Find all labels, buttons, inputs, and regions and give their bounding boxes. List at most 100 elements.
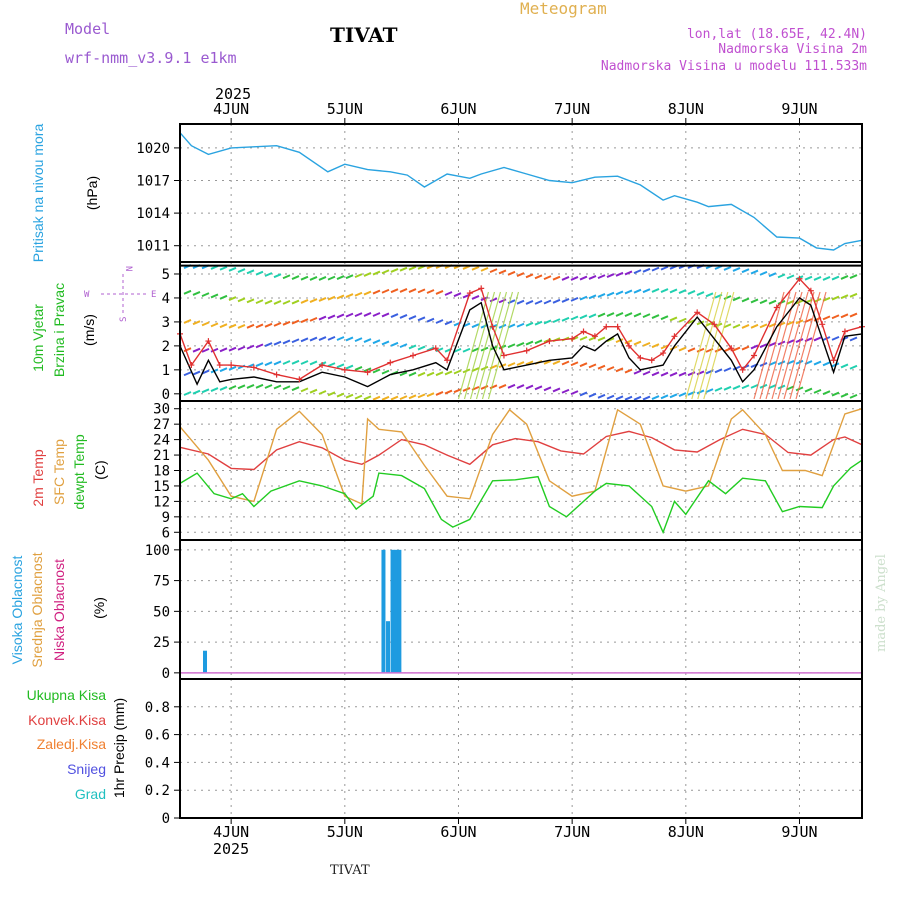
- wind-barb: [579, 275, 588, 281]
- wind-barb: [318, 276, 327, 281]
- top-time-axis: 2025 4JUN 5JUN 6JUN 7JUN 8JUN 9JUN: [213, 85, 818, 124]
- wind-barb: [192, 347, 201, 353]
- wind-barb: [588, 294, 597, 300]
- wind-barb: [300, 337, 309, 343]
- wind-barb: [813, 336, 822, 342]
- wind-barb: [516, 272, 525, 278]
- wind-barb: [318, 315, 327, 321]
- wind-barb: [651, 314, 660, 319]
- gust-marker: [523, 347, 530, 354]
- station-title: TIVAT: [330, 23, 398, 47]
- gust-marker: [751, 352, 758, 359]
- elevation-label: Nadmorska Visina 2m: [718, 42, 867, 57]
- mid-cloud-title: Srednja Oblacnost: [29, 552, 45, 667]
- wind-barb: [759, 343, 768, 349]
- top-date-label: 7JUN: [554, 100, 590, 118]
- y-tick-label: 5: [162, 267, 170, 283]
- y-tick-label: 24: [153, 433, 170, 449]
- sfctemp-title: SFC Temp: [51, 439, 67, 505]
- wind-barb: [435, 390, 444, 396]
- wind-barb: [525, 384, 534, 390]
- wind-barb: [183, 347, 192, 353]
- wind-barb: [606, 366, 615, 371]
- wind-barb: [507, 383, 516, 389]
- wind-barb: [219, 323, 228, 329]
- y-tick-label: 4: [162, 291, 170, 307]
- wind-barb: [579, 362, 588, 368]
- gust-marker: [728, 345, 735, 352]
- wind-barb: [210, 347, 219, 353]
- gust-marker: [319, 362, 326, 369]
- wind-barb: [237, 297, 246, 303]
- wind-barb: [399, 288, 408, 293]
- bottom-date-label: 7JUN: [554, 823, 590, 841]
- wind-barb: [759, 270, 768, 276]
- gust-marker: [500, 352, 507, 359]
- wind-barb: [390, 341, 399, 347]
- y-tick-label: 1011: [136, 239, 170, 255]
- compass-rose: N W E S: [84, 266, 156, 322]
- wind-barb: [615, 290, 624, 296]
- wind-barb: [327, 295, 336, 301]
- wind-barb: [660, 371, 669, 377]
- wind-hatch: [765, 291, 797, 400]
- wind-barb: [255, 299, 264, 305]
- wind-barb: [651, 288, 660, 293]
- wind-barb: [390, 268, 399, 273]
- watermark: made by Angel: [874, 554, 889, 652]
- wind-barb: [309, 298, 318, 303]
- wind-barb: [561, 316, 570, 322]
- wind-barb: [246, 323, 255, 329]
- temp-unit: (C): [92, 460, 108, 479]
- wind-barb: [624, 312, 633, 317]
- wind-barb: [597, 393, 606, 399]
- wind-barb: [309, 360, 318, 366]
- gust-marker: [387, 359, 394, 366]
- y-tick-label: 21: [153, 448, 170, 464]
- wind-barb: [660, 344, 669, 350]
- panel-frame: [179, 678, 863, 819]
- footer-station: TIVAT: [330, 863, 370, 878]
- bottom-date-label: 4JUN: [213, 823, 249, 841]
- wind-barb: [507, 362, 516, 367]
- wind-barb: [633, 269, 642, 275]
- wind-barb: [543, 319, 552, 325]
- gust-marker: [580, 328, 587, 335]
- wind-barb: [309, 276, 318, 281]
- wind-barb: [273, 273, 282, 279]
- y-tick-label: 3: [162, 315, 170, 331]
- wind-barb: [516, 342, 525, 347]
- wind-barb: [579, 391, 588, 397]
- wind-barb: [840, 392, 849, 398]
- wind-barb: [228, 385, 237, 390]
- wind-barb: [651, 266, 660, 272]
- wind-barb: [723, 323, 732, 329]
- gust-marker: [250, 364, 257, 371]
- wind-barb: [426, 317, 435, 323]
- wind-barb: [831, 391, 840, 397]
- gust-marker: [410, 352, 417, 359]
- wind-barb: [273, 321, 282, 327]
- wind-hatch: [463, 291, 496, 400]
- wind-barb: [804, 387, 813, 393]
- wind-barb: [264, 299, 273, 305]
- wind-barb: [714, 347, 723, 353]
- wind-barb: [516, 361, 525, 367]
- y-tick-label: 30: [153, 402, 170, 418]
- wind-barb: [570, 361, 579, 367]
- wind-barb: [417, 393, 426, 399]
- wind-barb: [561, 360, 570, 366]
- pressure-panel: Pritisak na nivou mora (hPa) 1020 1017 101…: [30, 123, 863, 263]
- wind-barb: [183, 289, 192, 295]
- wind-barb: [417, 316, 426, 322]
- wind-barb: [201, 347, 210, 353]
- wind-barb: [750, 344, 759, 350]
- wind-barb: [381, 288, 390, 294]
- wind-barb: [642, 313, 651, 319]
- wind-panel: 10m Vjetar Brzina i Pravac (m/s) N W E S…: [30, 261, 865, 403]
- wind-barb: [822, 315, 831, 321]
- wind-barb: [381, 269, 390, 275]
- wind-barb: [633, 340, 642, 346]
- wind-barb: [741, 268, 750, 274]
- gust-marker: [711, 321, 718, 328]
